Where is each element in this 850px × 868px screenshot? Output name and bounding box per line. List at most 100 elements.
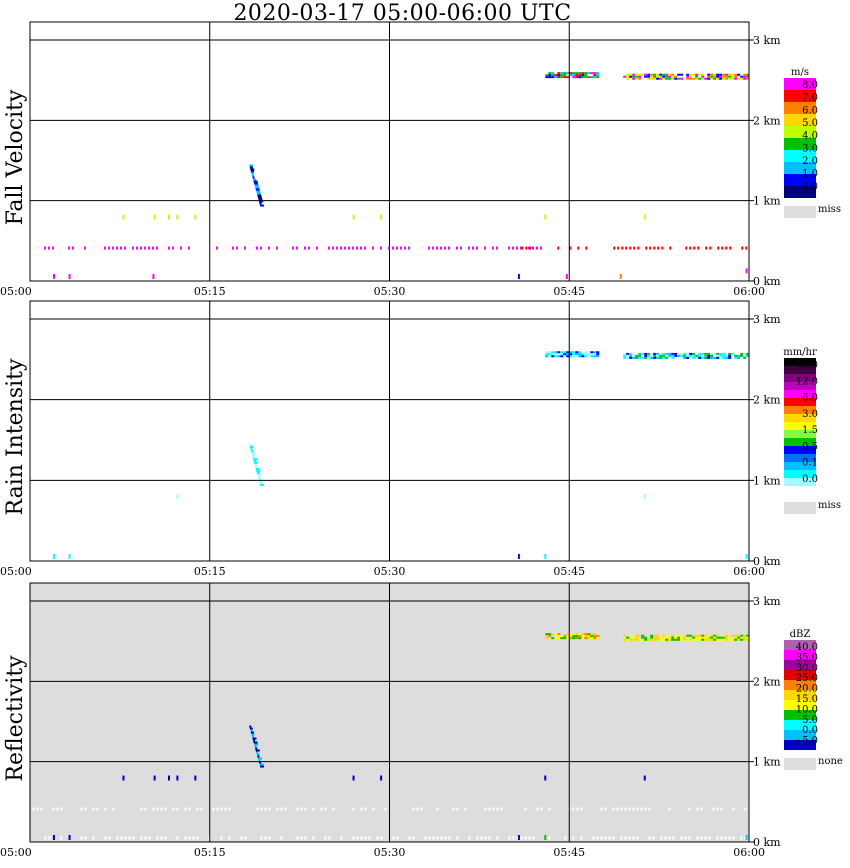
echo-cell (587, 635, 591, 638)
echo-cell (671, 634, 675, 637)
echo-dot (548, 836, 551, 840)
echo-dot (328, 836, 331, 840)
echo-cell (251, 735, 254, 738)
echo-dot (475, 246, 478, 250)
echo-cell (683, 636, 687, 639)
echo-cell (674, 352, 678, 355)
echo-cell (626, 352, 630, 355)
echo-cell (575, 633, 579, 636)
echo-dot (628, 807, 631, 811)
echo-cell (249, 446, 254, 449)
echo-point (122, 775, 125, 781)
echo-dot (624, 836, 627, 840)
echo-cell (560, 353, 564, 356)
echo-dot (744, 807, 747, 811)
echo-cell (638, 356, 642, 359)
echo-cell (650, 352, 654, 355)
echo-dot (188, 807, 191, 811)
echo-dot (112, 807, 115, 811)
echo-cell (650, 356, 654, 359)
echo-cell (710, 354, 714, 357)
echo-dot (624, 807, 627, 811)
echo-dot (709, 246, 712, 250)
echo-cell (677, 354, 681, 357)
echo-cell (593, 637, 597, 640)
echo-cell (677, 73, 681, 76)
echo-cell (581, 635, 585, 638)
echo-cell (638, 73, 642, 76)
echo-cell (644, 73, 648, 76)
echo-dot (644, 807, 647, 811)
legend-label: 25.0 (796, 673, 818, 684)
echo-cell (596, 637, 600, 640)
echo-dot (604, 807, 607, 811)
echo-cell (665, 77, 669, 80)
echo-dot (539, 246, 542, 250)
echo-cell (743, 77, 747, 80)
echo-point (176, 494, 179, 500)
echo-cell (707, 356, 711, 359)
height-tick-label: 0 km (753, 275, 781, 288)
echo-cell (590, 637, 594, 640)
time-tick-label: 05:00 (0, 285, 32, 298)
echo-cell (587, 633, 591, 636)
echo-cell (252, 456, 255, 459)
echo-dot (215, 246, 218, 250)
legend-label: 12.0 (796, 376, 818, 387)
echo-dot (515, 246, 518, 250)
legend-swatch (784, 446, 816, 454)
echo-dot (483, 246, 486, 250)
echo-cell (572, 353, 576, 356)
echo-cell (734, 354, 738, 357)
echo-dot (705, 246, 708, 250)
echo-cell (575, 351, 579, 354)
echo-cell (680, 77, 684, 80)
echo-dot (688, 807, 691, 811)
echo-dot (745, 246, 748, 250)
echo-dot (496, 807, 499, 811)
echo-cell (554, 76, 558, 79)
height-tick-label: 0 km (753, 836, 781, 849)
echo-cell (689, 75, 693, 78)
echo-cell (584, 637, 588, 640)
echo-cell (257, 474, 262, 477)
echo-cell (671, 75, 675, 78)
echo-cell (250, 731, 254, 734)
legend-swatch (784, 390, 816, 398)
legend-swatch (784, 78, 816, 90)
echo-dot (184, 807, 187, 811)
echo-dot (632, 836, 635, 840)
echo-cell (659, 352, 663, 355)
echo-cell (635, 75, 639, 78)
legend-label: 8.0 (802, 80, 818, 91)
echo-cell (255, 747, 258, 750)
echo-cell (584, 353, 588, 356)
echo-cell (680, 73, 684, 76)
echo-cell (250, 729, 253, 732)
echo-dot (447, 246, 450, 250)
echo-cell (253, 739, 256, 742)
echo-cell (632, 77, 636, 80)
echo-point (517, 273, 520, 279)
echo-cell (722, 636, 726, 639)
echo-cell (545, 74, 549, 77)
panel-ylabel: Rain Intensity (3, 358, 28, 515)
echo-cell (659, 638, 663, 641)
echo-cell (638, 77, 642, 80)
legend-unit: mm/hr (783, 347, 817, 358)
echo-dot (387, 246, 390, 250)
echo-cell (596, 353, 600, 356)
echo-dot (520, 836, 523, 840)
echo-cell (548, 76, 552, 79)
legend-missing-swatch (784, 502, 816, 514)
echo-cell (746, 75, 750, 78)
echo-dot (744, 836, 747, 840)
echo-cell (650, 634, 654, 637)
echo-dot (111, 246, 114, 250)
echo-dot (548, 807, 551, 811)
echo-dot (612, 807, 615, 811)
echo-cell (581, 353, 585, 356)
echo-dot (443, 246, 446, 250)
echo-cell (728, 75, 732, 78)
echo-cell (746, 73, 750, 76)
